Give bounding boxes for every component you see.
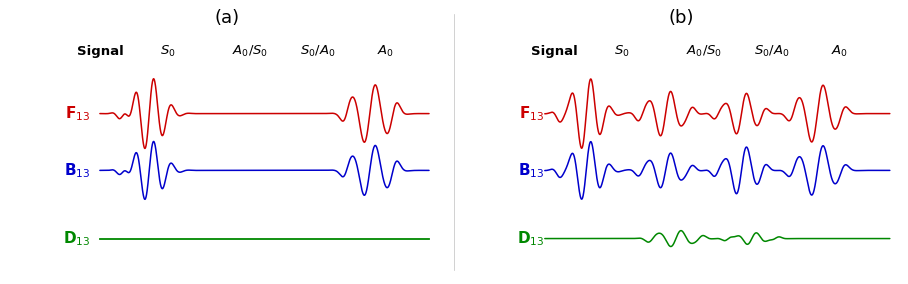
Text: $\mathbf{B}_{13}$: $\mathbf{B}_{13}$ bbox=[64, 161, 91, 180]
Text: $\mathbf{D}_{13}$: $\mathbf{D}_{13}$ bbox=[64, 229, 91, 248]
Text: (a): (a) bbox=[214, 9, 240, 26]
Text: $\mathbf{F}_{13}$: $\mathbf{F}_{13}$ bbox=[64, 104, 90, 123]
Text: Signal: Signal bbox=[530, 45, 577, 58]
Text: $A_0/S_0$: $A_0/S_0$ bbox=[232, 43, 268, 59]
Text: $\mathbf{D}_{13}$: $\mathbf{D}_{13}$ bbox=[518, 229, 545, 248]
Text: $S_0/A_0$: $S_0/A_0$ bbox=[300, 43, 336, 59]
Text: Signal: Signal bbox=[76, 45, 123, 58]
Text: $A_0/S_0$: $A_0/S_0$ bbox=[686, 43, 722, 59]
Text: $\mathbf{B}_{13}$: $\mathbf{B}_{13}$ bbox=[518, 161, 545, 180]
Text: $\mathbf{F}_{13}$: $\mathbf{F}_{13}$ bbox=[518, 104, 544, 123]
Text: $S_0$: $S_0$ bbox=[614, 43, 630, 59]
Text: $S_0$: $S_0$ bbox=[160, 43, 176, 59]
Text: $S_0/A_0$: $S_0/A_0$ bbox=[754, 43, 790, 59]
Text: $A_0$: $A_0$ bbox=[832, 43, 848, 59]
Text: (b): (b) bbox=[668, 9, 694, 26]
Text: $A_0$: $A_0$ bbox=[378, 43, 394, 59]
